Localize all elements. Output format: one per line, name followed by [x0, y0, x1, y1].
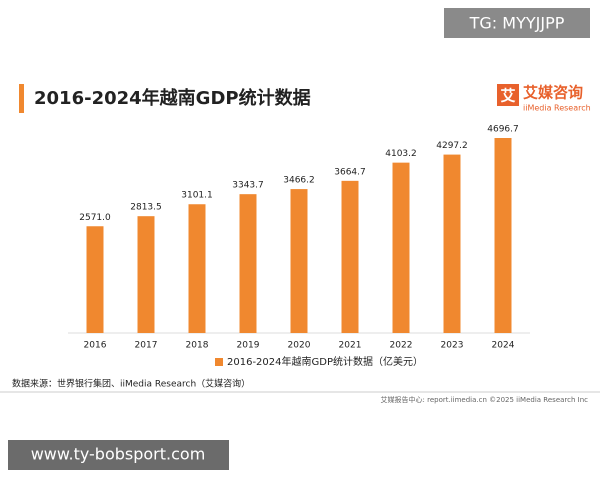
value-label: 3101.1	[181, 191, 213, 201]
bar	[290, 189, 308, 333]
value-label: 2571.0	[79, 213, 111, 223]
x-tick-label: 2018	[186, 341, 209, 351]
x-tick-label: 2024	[492, 341, 515, 351]
watermark-box	[8, 440, 229, 470]
logo-icon-box	[497, 84, 519, 106]
legend-label: 2016-2024年越南GDP统计数据（亿美元）	[227, 355, 423, 368]
bar	[239, 194, 257, 333]
bar	[341, 180, 359, 333]
x-tick-label: 2019	[237, 341, 260, 351]
bar	[86, 226, 104, 333]
x-tick-label: 2017	[135, 341, 158, 351]
logo-sub: iiMedia Research	[523, 104, 591, 113]
watermark-top: TG: MYYJJPP	[469, 14, 565, 33]
watermark-bottom: www.ty-bobsport.com	[31, 445, 206, 464]
watermark-box	[444, 8, 590, 38]
legend-swatch	[215, 358, 223, 366]
value-label: 4696.7	[487, 125, 519, 135]
value-label: 3664.7	[334, 167, 366, 177]
bar	[188, 204, 206, 333]
bar	[443, 154, 461, 333]
value-label: 3343.7	[232, 181, 264, 191]
source: 数据来源：世界银行集团、iiMedia Research（艾媒咨询）	[12, 378, 250, 390]
x-tick-label: 2021	[339, 341, 362, 351]
x-tick-label: 2023	[441, 341, 464, 351]
x-tick-label: 2022	[390, 341, 413, 351]
value-label: 4297.2	[436, 141, 468, 151]
value-label: 4103.2	[385, 149, 417, 159]
bar	[137, 216, 155, 333]
x-tick-label: 2016	[84, 341, 107, 351]
logo-icon: 艾	[500, 87, 515, 105]
chart-title: 2016-2024年越南GDP统计数据	[34, 87, 311, 109]
value-label: 2813.5	[130, 203, 162, 213]
value-label: 3466.2	[283, 176, 315, 186]
bar	[494, 138, 512, 333]
footer: 艾媒报告中心: report.iimedia.cn ©2025 iiMedia …	[381, 395, 589, 404]
x-tick-label: 2020	[288, 341, 311, 351]
logo-name: 艾媒咨询	[523, 84, 583, 102]
title-accent	[19, 84, 24, 113]
bar	[392, 162, 410, 333]
